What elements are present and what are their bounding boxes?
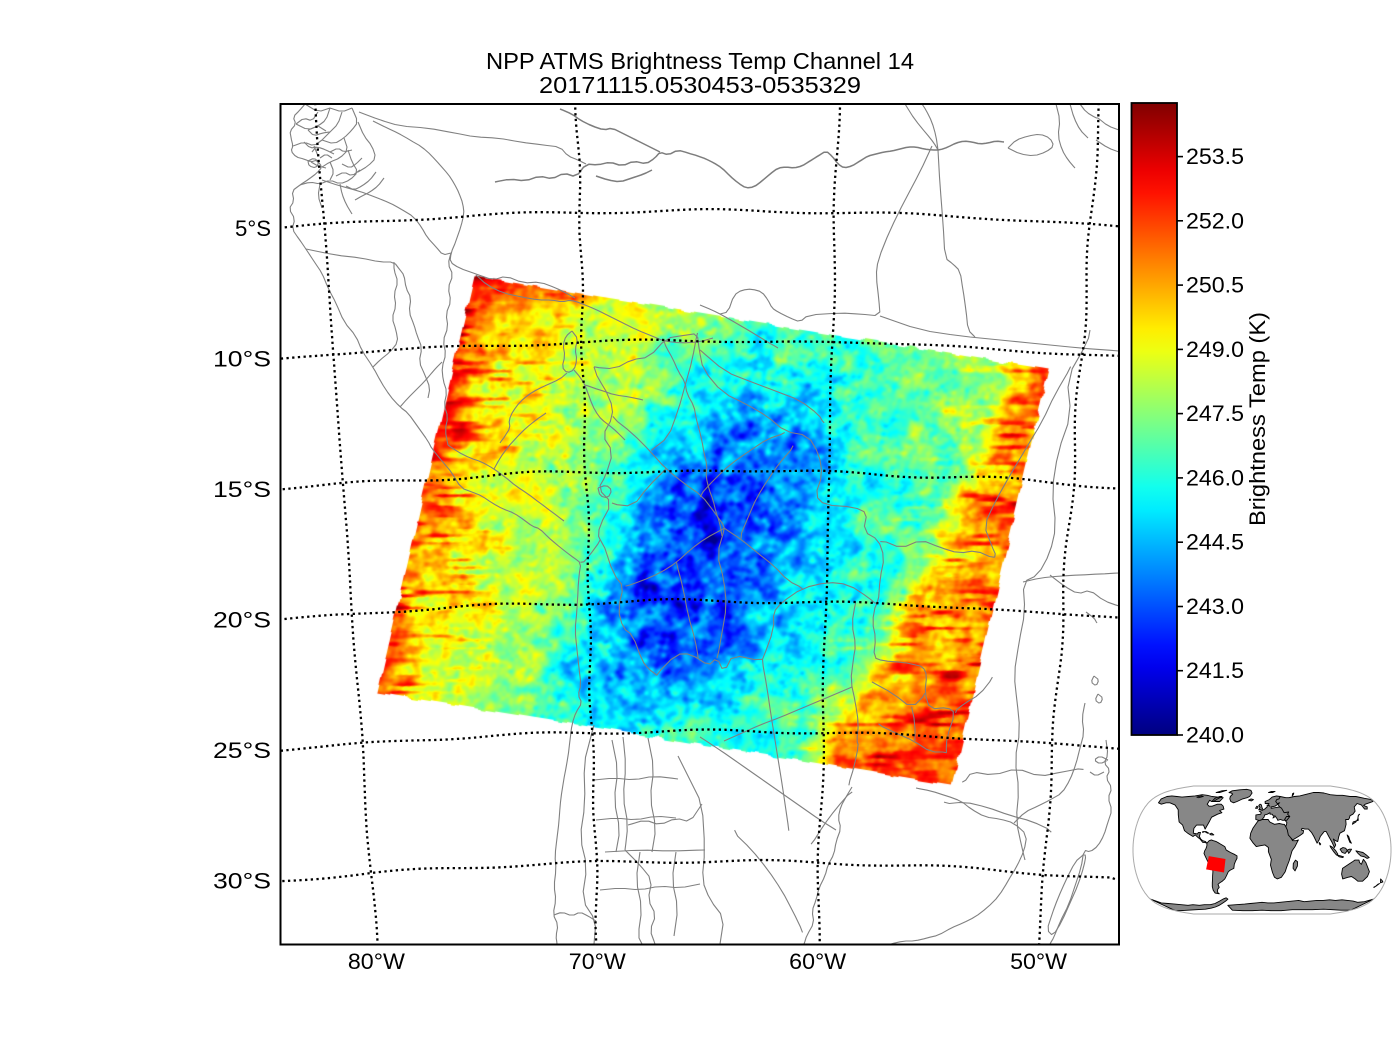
- svg-text:249.0: 249.0: [1186, 337, 1244, 362]
- svg-text:246.0: 246.0: [1186, 465, 1244, 490]
- svg-text:15°S: 15°S: [213, 477, 271, 502]
- svg-text:80°W: 80°W: [348, 949, 405, 974]
- svg-text:253.5: 253.5: [1186, 144, 1244, 169]
- svg-text:244.5: 244.5: [1186, 530, 1244, 555]
- svg-text:25°S: 25°S: [213, 738, 271, 763]
- svg-text:20°S: 20°S: [213, 607, 271, 632]
- svg-text:70°W: 70°W: [569, 949, 626, 974]
- svg-text:252.0: 252.0: [1186, 208, 1244, 233]
- svg-text:5°S: 5°S: [235, 216, 271, 241]
- svg-text:241.5: 241.5: [1186, 658, 1244, 683]
- svg-text:10°S: 10°S: [213, 346, 271, 371]
- svg-text:Brightness Temp (K): Brightness Temp (K): [1245, 312, 1270, 526]
- svg-text:243.0: 243.0: [1186, 594, 1244, 619]
- svg-text:240.0: 240.0: [1186, 723, 1244, 748]
- svg-text:50°W: 50°W: [1010, 949, 1067, 974]
- svg-text:20171115.0530453-0535329: 20171115.0530453-0535329: [539, 72, 861, 98]
- svg-text:60°W: 60°W: [789, 949, 846, 974]
- svg-text:247.5: 247.5: [1186, 401, 1244, 426]
- svg-text:30°S: 30°S: [213, 869, 271, 894]
- svg-text:NPP ATMS Brightness Temp Chann: NPP ATMS Brightness Temp Channel 14: [486, 48, 914, 74]
- svg-text:250.5: 250.5: [1186, 273, 1244, 298]
